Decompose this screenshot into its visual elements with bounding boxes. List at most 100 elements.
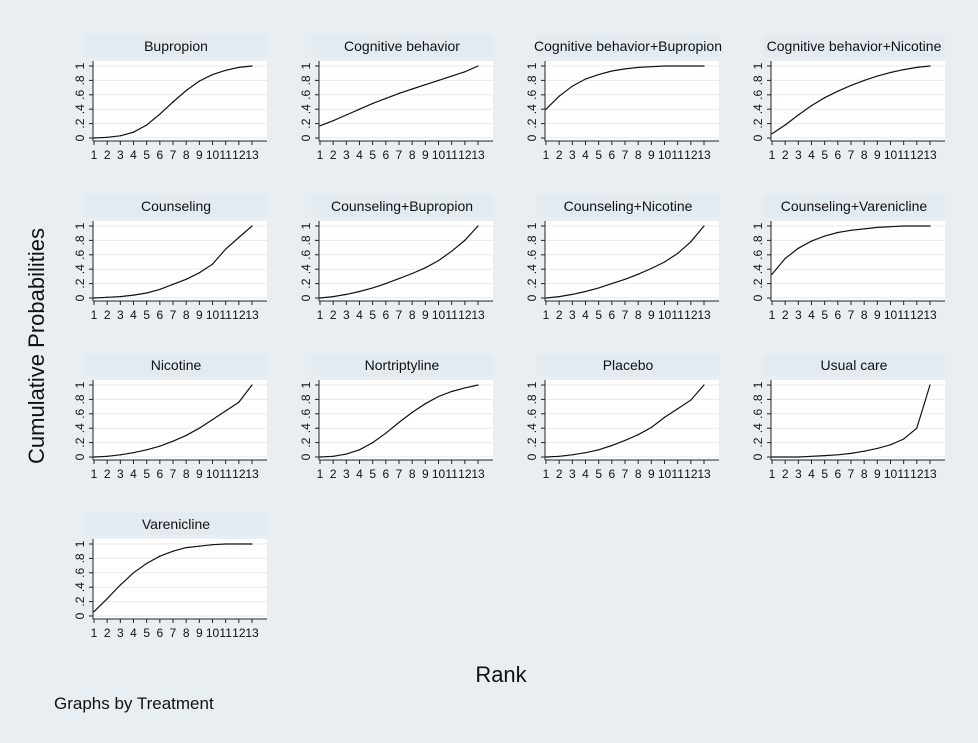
data-point	[372, 442, 374, 444]
data-point	[451, 75, 453, 77]
data-point	[319, 297, 321, 299]
data-point	[916, 225, 918, 227]
data-point	[663, 65, 666, 67]
data-point	[358, 108, 361, 110]
data-point	[132, 131, 135, 133]
data-point	[477, 65, 479, 67]
panel-title: Counseling+Nicotine	[564, 198, 693, 214]
y-tick-label: .8	[525, 75, 539, 85]
data-point	[477, 225, 479, 227]
data-point	[238, 66, 240, 69]
y-tick-label: .4	[525, 423, 539, 433]
y-tick-label: 0	[525, 294, 539, 301]
data-point	[837, 231, 839, 234]
y-tick-label: .2	[299, 437, 313, 447]
plot-area	[771, 221, 945, 301]
data-point	[119, 135, 121, 137]
x-tick-label: 5	[595, 308, 602, 322]
panel-title: Cognitive behavior+Bupropion	[534, 38, 722, 54]
x-tick-label: 13	[471, 148, 485, 162]
data-point	[477, 384, 479, 386]
x-tick-label: 1	[317, 148, 324, 162]
x-tick-label: 5	[821, 467, 828, 481]
x-tick-label: 4	[582, 467, 589, 481]
data-point	[929, 65, 931, 67]
x-tick-label: 3	[343, 148, 350, 162]
x-tick-label: 4	[130, 148, 137, 162]
panel-title: Usual care	[821, 357, 888, 373]
x-tick-label: 8	[635, 148, 642, 162]
data-point	[784, 456, 786, 458]
data-point	[598, 287, 600, 289]
data-point	[624, 68, 626, 70]
x-tick-label: 1	[317, 308, 324, 322]
data-point	[159, 288, 161, 290]
y-tick-label: 0	[73, 294, 87, 301]
y-tick-label: 0	[73, 453, 87, 460]
data-point	[398, 421, 400, 424]
x-tick-label: 6	[156, 308, 163, 322]
y-tick-label: .8	[751, 75, 765, 85]
x-tick-label: 13	[471, 308, 485, 322]
x-tick-label: 12	[910, 308, 924, 322]
x-tick-label: 6	[834, 308, 841, 322]
panel-title-strip	[85, 513, 267, 535]
data-point	[358, 449, 361, 451]
x-tick-label: 1	[317, 467, 324, 481]
x-tick-label: 3	[117, 626, 124, 640]
data-point	[238, 236, 240, 239]
y-tick-label: .4	[525, 264, 539, 274]
plot-area	[93, 380, 267, 460]
y-tick-label: 1	[299, 222, 313, 229]
x-tick-label: 9	[196, 626, 203, 640]
plot-area	[93, 539, 267, 619]
y-tick-label: .6	[73, 408, 87, 418]
data-point	[876, 447, 878, 449]
x-tick-label: 10	[206, 626, 220, 640]
data-point	[863, 450, 865, 452]
x-tick-label: 3	[569, 148, 576, 162]
x-tick-label: 4	[130, 626, 137, 640]
data-point	[146, 292, 148, 294]
data-point	[159, 445, 161, 447]
data-point	[850, 452, 852, 454]
data-point	[198, 272, 200, 274]
x-tick-label: 10	[884, 467, 898, 481]
y-tick-label: .8	[525, 394, 539, 404]
data-point	[345, 453, 347, 455]
y-tick-label: 1	[73, 62, 87, 69]
y-tick-label: 0	[525, 453, 539, 460]
y-tick-label: .4	[73, 582, 87, 592]
y-tick-label: .4	[751, 264, 765, 274]
x-tick-label: 4	[808, 467, 815, 481]
x-tick-label: 7	[170, 148, 177, 162]
x-tick-label: 5	[595, 148, 602, 162]
x-tick-label: 13	[245, 626, 259, 640]
x-tick-label: 4	[582, 148, 589, 162]
x-tick-label: 9	[196, 308, 203, 322]
data-point	[863, 79, 865, 81]
data-point	[385, 97, 387, 99]
x-tick-label: 2	[104, 308, 111, 322]
data-point	[319, 456, 321, 458]
data-point	[451, 390, 453, 393]
x-tick-label: 3	[569, 308, 576, 322]
y-tick-label: 1	[751, 62, 765, 69]
data-point	[650, 267, 652, 270]
data-point	[345, 114, 347, 116]
data-point	[703, 65, 705, 67]
data-point	[185, 278, 187, 280]
data-point	[251, 543, 253, 545]
y-tick-label: 0	[299, 453, 313, 460]
x-tick-label: 11	[219, 626, 232, 640]
x-tick-label: 11	[897, 308, 910, 322]
x-tick-label: 3	[795, 467, 802, 481]
data-point	[93, 297, 95, 299]
x-tick-label: 6	[382, 308, 389, 322]
data-point	[889, 71, 892, 74]
x-tick-label: 11	[897, 148, 910, 162]
x-tick-label: 8	[861, 308, 868, 322]
